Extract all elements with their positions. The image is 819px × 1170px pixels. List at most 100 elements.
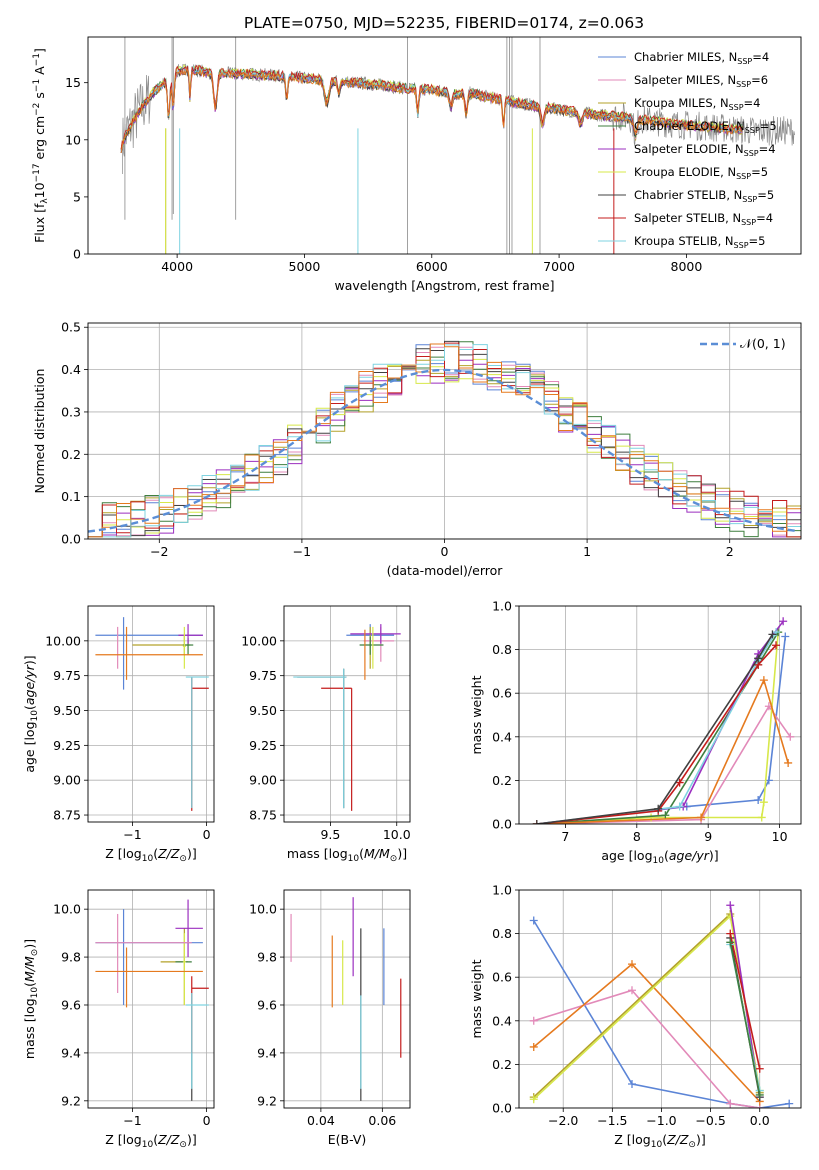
y-tick-label: 0.6 xyxy=(492,686,512,701)
axes-frame xyxy=(87,36,802,255)
data-point xyxy=(726,901,735,910)
data-point xyxy=(786,732,795,741)
plot-area xyxy=(88,323,801,539)
legend: Chabrier MILES, NSSP=4 Salpeter MILES, NS… xyxy=(598,50,777,250)
data-point xyxy=(726,938,735,947)
data-point xyxy=(772,641,781,650)
mass-weight-line xyxy=(536,631,779,824)
y-tick-label: 0.0 xyxy=(61,532,81,547)
x-tick-label: 0.06 xyxy=(368,1113,396,1128)
data-point xyxy=(726,929,735,938)
y-tick-label: 0.4 xyxy=(61,362,81,377)
y-tick-label: 9.75 xyxy=(53,668,81,683)
data-point xyxy=(785,1099,794,1108)
y-axis-label: Flux [fλ10−17 erg cm−2 s−1 A−1] xyxy=(32,48,50,243)
y-axis-label: mass weight xyxy=(469,675,484,754)
x-tick-label: 0 xyxy=(441,544,449,559)
mass-weight-line xyxy=(536,644,777,824)
x-axis-label: Z [log10(Z/Z⊙)] xyxy=(105,1132,196,1150)
panel: −2.0 −1.5 −1.0 −0.5 0.0 0.0 0.2 0.4 0.6 0.8 1.0 Z [… xyxy=(469,883,802,1150)
legend-label: Salpeter ELODIE, NSSP=4 xyxy=(634,142,776,158)
axes-frame xyxy=(283,889,411,1109)
data-point xyxy=(726,912,735,921)
y-tick-label: 9.6 xyxy=(61,997,81,1012)
normal-curve xyxy=(88,368,799,533)
y-tick-label: 9.50 xyxy=(53,703,81,718)
y-tick-label: 9.75 xyxy=(249,668,277,683)
x-tick-label: 9 xyxy=(704,829,712,844)
mass-weight-line xyxy=(536,677,789,824)
x-tick-label: −0.5 xyxy=(695,1113,725,1128)
mass-weight-line xyxy=(536,636,787,824)
x-tick-label: −1 xyxy=(123,827,141,842)
x-tick-label: −1.5 xyxy=(597,1113,627,1128)
mass-weight-line xyxy=(729,942,761,1096)
y-tick-label: 15 xyxy=(65,75,81,90)
data-point xyxy=(675,778,684,787)
y-tick-label: 9.2 xyxy=(61,1093,81,1108)
y-tick-label: 10 xyxy=(65,132,81,147)
x-tick-label: 2 xyxy=(726,544,734,559)
y-tick-label: 9.4 xyxy=(61,1045,81,1060)
y-axis-label: Normed distribution xyxy=(32,369,47,494)
x-axis-label: Z [log10(Z/Z⊙)] xyxy=(105,846,196,864)
data-point xyxy=(627,960,636,969)
data-point xyxy=(726,1099,735,1108)
data-point xyxy=(755,1064,764,1073)
data-point xyxy=(784,758,793,767)
y-axis-label: mass [log10(M/M⊙)] xyxy=(22,939,40,1059)
axes-frame xyxy=(518,605,802,825)
panel: 9.5 10.0 8.75 9.00 9.25 9.50 9.75 10.00 mass [lo… xyxy=(241,605,411,864)
y-tick-label: 9.25 xyxy=(53,738,81,753)
y-tick-label: 9.25 xyxy=(249,738,277,753)
panel: 4000 5000 6000 7000 8000 0 5 10 15 wavelength [An… xyxy=(32,36,802,293)
y-tick-label: 10.00 xyxy=(45,633,81,648)
x-tick-label: 0.0 xyxy=(750,1113,770,1128)
panel: 0.04 0.06 9.2 9.4 9.6 9.8 10.0 E(B-V) xyxy=(249,889,411,1147)
mass-weight-line xyxy=(533,962,761,1103)
data-point xyxy=(754,796,763,805)
data-point xyxy=(675,802,684,811)
x-tick-label: 4000 xyxy=(161,259,193,274)
x-tick-label: 6000 xyxy=(416,259,448,274)
y-tick-label: 0.8 xyxy=(492,926,512,941)
x-tick-label: 1 xyxy=(583,544,591,559)
data-point xyxy=(759,798,768,807)
plot-area xyxy=(284,606,410,822)
figure-title: PLATE=0750, MJD=52235, FIBERID=0174, z=0… xyxy=(244,14,644,32)
data-point xyxy=(627,1080,636,1089)
y-tick-label: 0.1 xyxy=(61,489,81,504)
data-point xyxy=(757,813,766,822)
model-spectrum xyxy=(120,67,743,153)
x-tick-label: 0 xyxy=(203,827,211,842)
data-point xyxy=(759,676,768,685)
legend-label: Kroupa STELIB, NSSP=5 xyxy=(634,234,765,250)
y-tick-label: 9.00 xyxy=(53,773,81,788)
x-tick-label: −2 xyxy=(150,544,168,559)
mass-weight-line xyxy=(533,989,760,1108)
x-tick-label: −1 xyxy=(293,544,311,559)
y-tick-label: 0 xyxy=(73,247,81,262)
x-tick-label: −1.0 xyxy=(646,1113,676,1128)
x-tick-label: 9.5 xyxy=(320,827,340,842)
y-tick-label: 0.2 xyxy=(61,447,81,462)
data-point xyxy=(754,654,763,663)
y-tick-label: 8.75 xyxy=(249,808,277,823)
axes-frame xyxy=(283,605,411,823)
x-tick-label: 5000 xyxy=(289,259,321,274)
y-tick-label: 0.0 xyxy=(492,1101,512,1116)
data-point xyxy=(768,630,777,639)
y-tick-label: 9.00 xyxy=(249,773,277,788)
y-tick-label: 0.6 xyxy=(492,970,512,985)
y-tick-label: 0.2 xyxy=(492,773,512,788)
plot-area xyxy=(284,890,410,1108)
axes-frame xyxy=(87,605,215,823)
x-tick-label: 0 xyxy=(203,1113,211,1128)
panel: −1 0 8.75 9.00 9.25 9.50 9.75 10.00 Z [log10(Z/Z… xyxy=(22,605,215,864)
y-tick-label: 0.0 xyxy=(492,817,512,832)
y-tick-label: 10.0 xyxy=(249,902,277,917)
x-tick-label: 0.04 xyxy=(307,1113,335,1128)
mass-weight-line xyxy=(536,631,777,824)
y-tick-label: 9.8 xyxy=(257,950,277,965)
